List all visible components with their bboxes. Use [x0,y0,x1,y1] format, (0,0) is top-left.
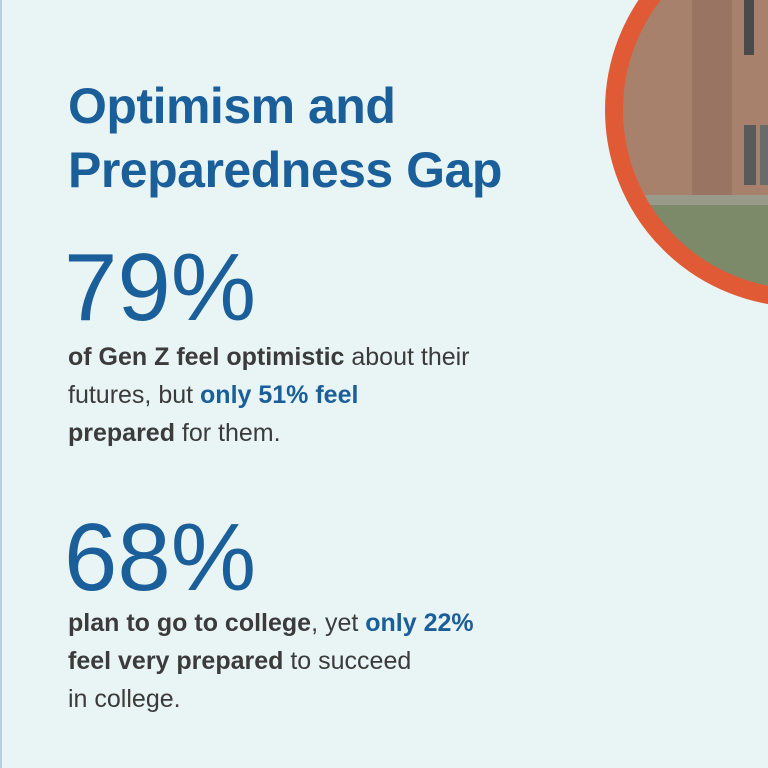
bold-text: feel very prepared [68,647,284,675]
text: futures, but [68,381,201,409]
text: about their [344,343,470,371]
stat-description: of Gen Z feel optimistic about their futu… [68,338,470,452]
text: , yet [311,609,366,637]
title: Optimism and Preparedness Gap [68,78,502,198]
text: in college. [68,685,181,713]
highlight-text: only 22% [365,609,474,637]
text: for them. [174,419,281,447]
orange-ring [605,0,768,305]
text: to succeed [283,647,412,675]
bold-text: prepared [68,419,175,447]
stat-figure: 79% [64,234,257,341]
highlight-text: only 51% feel [200,381,359,409]
stat-description: plan to go to college, yet only 22% feel … [68,604,474,718]
bold-text: of Gen Z feel optimistic [68,343,345,371]
bold-text: plan to go to college [68,609,312,637]
stat-figure: 68% [64,504,257,611]
